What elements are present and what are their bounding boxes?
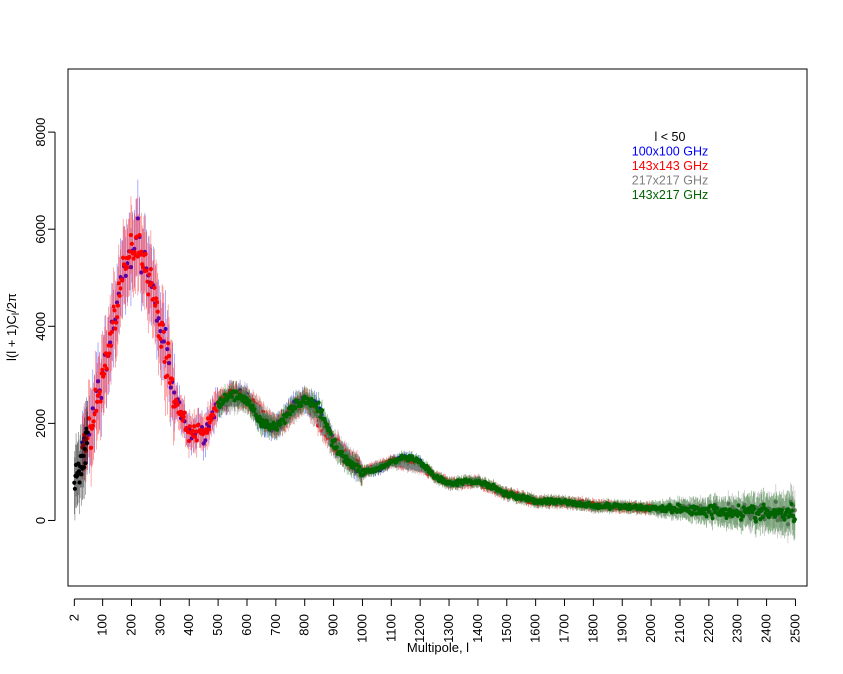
data-point [85, 430, 90, 435]
x-tick-label: 1300 [441, 614, 456, 643]
x-tick-label: 2000 [643, 614, 658, 643]
x-tick-label: 1600 [528, 614, 543, 643]
x-tick-label: 2500 [787, 614, 802, 643]
y-axis-label: l(l + 1)Cl/2π [4, 293, 22, 361]
x-tick-label: 400 [181, 614, 196, 636]
legend-entry: 143x217 GHz [632, 188, 708, 202]
y-tick-label: 2000 [33, 409, 48, 438]
y-axis: 0 2000 4000 6000 8000 [33, 118, 56, 524]
x-tick-label: 1900 [614, 614, 629, 643]
y-tick-label: 0 [33, 517, 48, 524]
x-tick-label: 600 [239, 614, 254, 636]
y-tick-label: 8000 [33, 118, 48, 147]
plot-frame [67, 68, 808, 587]
x-tick-label: 900 [326, 614, 341, 636]
data-point [84, 441, 90, 446]
x-tick-label: 300 [152, 614, 167, 636]
x-tick-label: 2100 [672, 614, 687, 643]
y-tick-label: 4000 [33, 312, 48, 341]
data-point [82, 465, 87, 470]
x-tick-label: 1200 [412, 614, 427, 643]
x-tick-label: 1400 [470, 614, 485, 643]
legend-entry: l < 50 [655, 130, 686, 144]
legend-entry: 143x143 GHz [632, 159, 708, 173]
data-point [83, 461, 88, 466]
x-axis-label: Multipole, l [407, 640, 469, 655]
x-axis: 2 100 200 300 400 500 600 700 800 900 1000 1100 1200… [66, 598, 802, 643]
data-layer [72, 179, 797, 544]
x-tick-label: 2 [66, 614, 81, 621]
data-point [316, 400, 321, 405]
x-tick-label: 800 [297, 614, 312, 636]
x-tick-label: 1100 [383, 614, 398, 642]
x-tick-label: 700 [268, 614, 283, 636]
data-point [84, 426, 89, 431]
legend-entry: 100x100 GHz [632, 145, 708, 159]
x-tick-label: 2300 [730, 614, 745, 643]
x-tick-label: 1700 [557, 614, 572, 643]
x-tick-label: 1500 [499, 614, 514, 643]
x-tick-label: 1000 [354, 614, 369, 643]
data-point [792, 517, 797, 522]
legend-entry: 217x217 GHz [632, 174, 708, 188]
series-143x217-ghz [216, 380, 797, 541]
data-point [161, 329, 166, 334]
series-l-50 [72, 397, 90, 521]
x-tick-label: 1800 [585, 614, 600, 643]
x-tick-label: 200 [124, 614, 139, 636]
x-tick-label: 2200 [701, 614, 716, 643]
x-tick-label: 2400 [759, 614, 774, 643]
y-tick-label: 6000 [33, 215, 48, 244]
x-tick-label: 500 [210, 614, 225, 636]
x-tick-label: 100 [95, 614, 110, 636]
